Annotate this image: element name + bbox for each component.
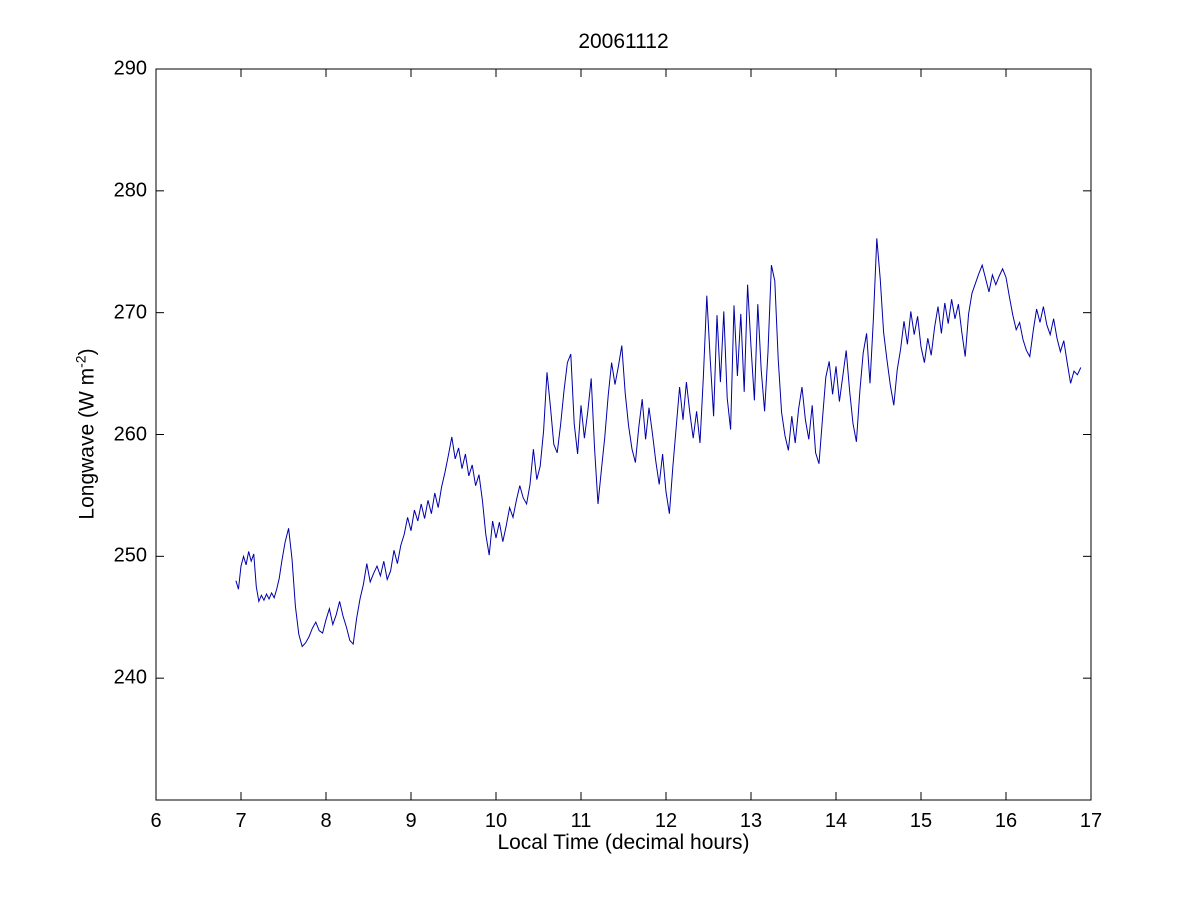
y-tick-label: 240 [113, 666, 147, 689]
x-tick-label: 8 [320, 810, 332, 832]
x-tick-label: 14 [824, 810, 848, 832]
x-tick-label: 7 [235, 810, 247, 832]
y-tick-label: 270 [113, 301, 147, 324]
x-tick-label: 16 [994, 810, 1018, 832]
x-tick-label: 10 [484, 810, 508, 832]
y-tick-label: 260 [113, 423, 147, 445]
y-tick-label: 290 [113, 57, 147, 80]
y-tick-label: 280 [113, 179, 147, 202]
x-tick-label: 6 [150, 810, 162, 832]
y-axis-label-superscript: -2 [72, 355, 89, 368]
x-tick-label: 12 [654, 810, 678, 832]
y-tick-label: 250 [113, 544, 147, 567]
x-tick-label: 13 [739, 810, 763, 832]
x-tick-label: 11 [570, 810, 592, 832]
data-line-longwave [235, 238, 1082, 648]
x-axis-label: Local Time (decimal hours) [497, 831, 750, 854]
x-tick-label: 15 [909, 810, 933, 832]
x-tick-label: 17 [1079, 810, 1103, 832]
x-tick-label: 9 [405, 810, 417, 832]
axes-box [155, 68, 1092, 801]
y-axis-label-close: ) [75, 348, 99, 356]
chart-title: 20061112 [578, 30, 669, 53]
y-axis-label-text: Longwave (W m [75, 367, 99, 520]
y-axis-label: Longwave (W m-2) [73, 348, 100, 519]
